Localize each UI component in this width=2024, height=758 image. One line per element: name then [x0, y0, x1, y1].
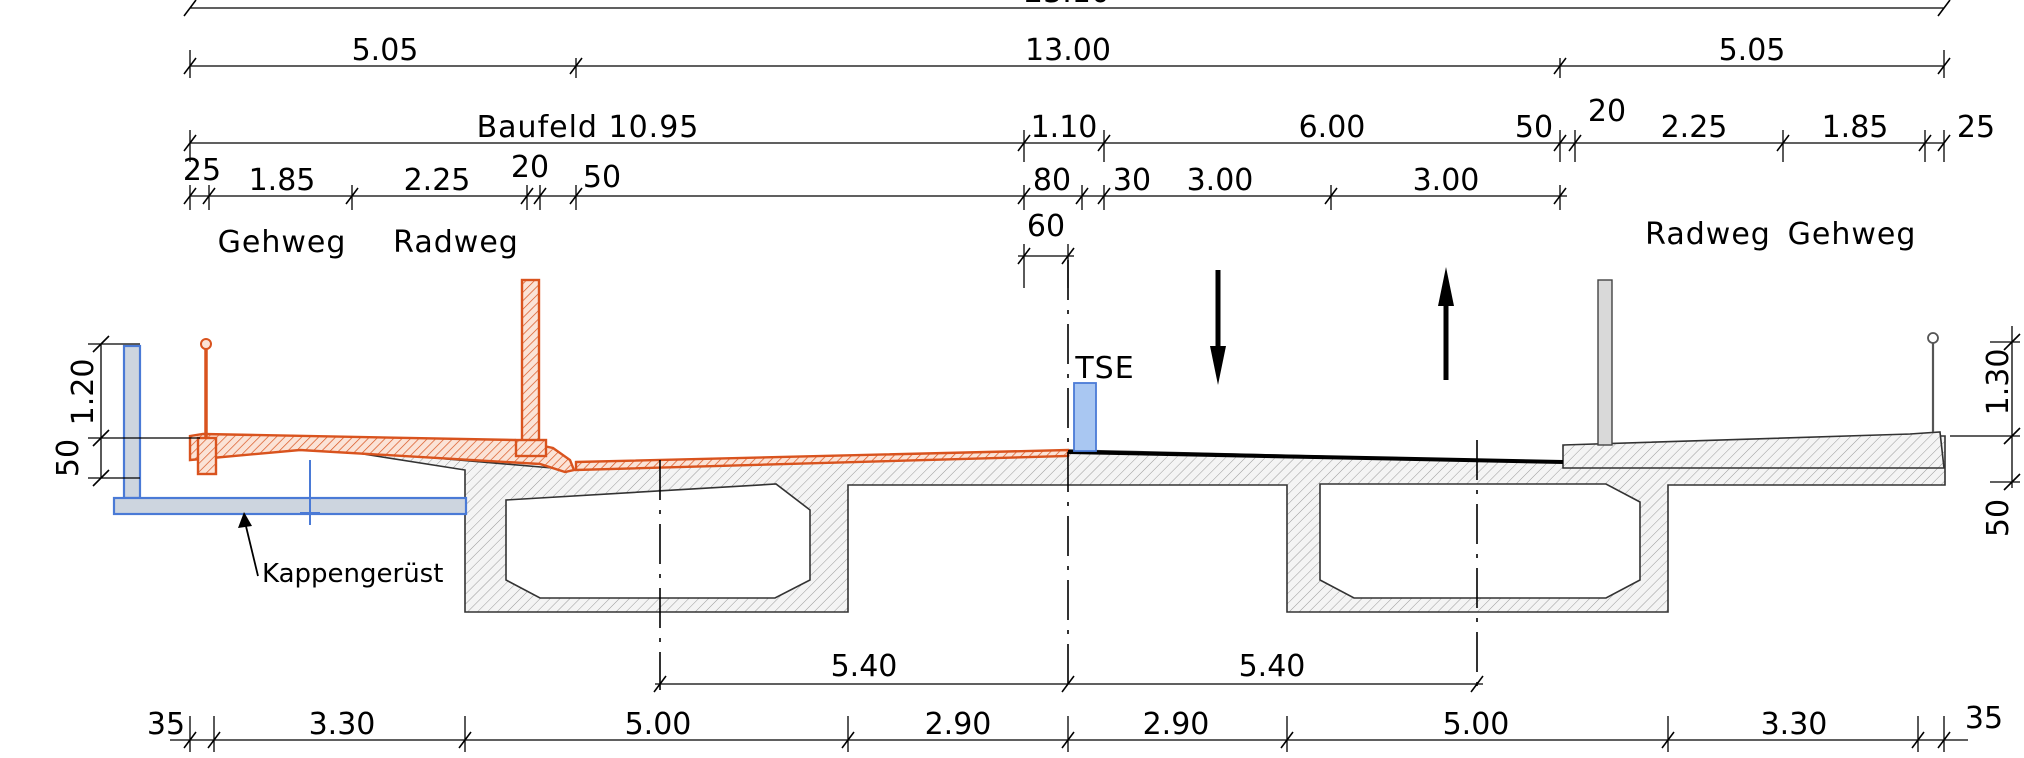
dim-bottom-center-left: 2.90 — [925, 707, 992, 742]
dimension-row-bottom: 35 3.30 5.00 2.90 2.90 5.00 3.30 35 — [147, 701, 2003, 752]
kappengeruest-leader — [238, 512, 259, 577]
dim-row1-left: 5.05 — [352, 33, 419, 68]
dim-median-total: 1.10 — [1031, 110, 1098, 145]
vertical-dimension-right: 1.30 50 — [1950, 326, 2021, 537]
arrow-up-icon — [1438, 267, 1454, 380]
dim-walkway-left: 1.85 — [249, 163, 316, 198]
dim-overall-total: 23.10 — [1024, 0, 1110, 10]
dimension-row-4: 60 — [1017, 209, 1075, 288]
dim-right-lower: 50 — [1981, 499, 2016, 537]
arrow-down-icon — [1210, 270, 1226, 385]
dim-left-upper: 1.20 — [66, 359, 101, 426]
dim-separator-right: 20 — [1588, 94, 1626, 129]
dim-bottom-edge-right: 35 — [1965, 701, 2003, 736]
dim-bottom-box-left: 5.00 — [625, 707, 692, 742]
dim-bottom-box-right: 5.00 — [1443, 707, 1510, 742]
box-cell-left — [505, 483, 811, 599]
dim-lane-2: 3.00 — [1413, 163, 1480, 198]
dimension-row-2: Baufeld 10.95 1.10 6.00 50 20 2.25 1.85 … — [183, 94, 1995, 162]
railing-right — [1597, 279, 1613, 446]
dim-girder-left: 5.40 — [831, 649, 898, 684]
dim-bottom-cantilever-right: 3.30 — [1761, 707, 1828, 742]
dim-tse-width: 60 — [1027, 209, 1065, 244]
dim-edge-right: 25 — [1957, 110, 1995, 145]
label-tse: TSE — [1074, 351, 1134, 386]
dim-right-upper: 1.30 — [1981, 349, 2016, 416]
dim-lane-1: 3.00 — [1187, 163, 1254, 198]
dim-girder-right: 5.40 — [1239, 649, 1306, 684]
dim-separator-left: 20 — [511, 150, 549, 185]
dim-left-lower: 50 — [51, 439, 86, 477]
label-kappengeruest: Kappengerüst — [262, 559, 443, 589]
kappengeruest-scaffold — [112, 344, 468, 525]
label-gehweg-left: Gehweg — [218, 225, 347, 260]
demolition-left-cap — [188, 278, 576, 476]
dimension-row-girders: 5.40 5.40 — [653, 649, 1484, 693]
label-radweg-left: Radweg — [393, 225, 519, 260]
dim-shoulder-right: 50 — [1515, 110, 1553, 145]
dim-row1-right: 5.05 — [1719, 33, 1786, 68]
tse-barrier — [1073, 382, 1097, 452]
label-radweg-right: Radweg — [1645, 217, 1771, 252]
dim-bottom-edge-left: 35 — [147, 707, 185, 742]
dim-median-30: 30 — [1113, 163, 1151, 198]
right-cap-existing — [1562, 279, 1945, 469]
dim-lanes-total: 6.00 — [1299, 110, 1366, 145]
railing-left-demolition — [520, 278, 541, 457]
dim-cycleway-right: 2.25 — [1661, 110, 1728, 145]
dim-walkway-right: 1.85 — [1822, 110, 1889, 145]
dim-edge-left: 25 — [183, 153, 221, 188]
dim-shoulder-left: 50 — [583, 160, 621, 195]
dimension-row-1: 5.05 13.00 5.05 — [183, 33, 1951, 78]
dimension-row-3: 25 1.85 2.25 20 50 80 30 3.00 3.00 — [183, 150, 1567, 210]
box-cell-right — [1319, 483, 1641, 599]
dim-cycleway-left: 2.25 — [404, 163, 471, 198]
vertical-dimension-left: 1.20 50 — [51, 335, 200, 487]
dim-median-80: 80 — [1033, 163, 1071, 198]
dim-bottom-center-right: 2.90 — [1143, 707, 1210, 742]
bridge-superstructure — [189, 435, 1946, 613]
dim-bottom-cantilever-left: 3.30 — [309, 707, 376, 742]
dim-row1-center: 13.00 — [1025, 33, 1111, 68]
dimension-row-overall: 23.10 — [183, 0, 1951, 17]
asphalt-right — [1067, 450, 1564, 464]
label-gehweg-right: Gehweg — [1788, 217, 1917, 252]
dim-baufeld: Baufeld 10.95 — [477, 110, 700, 145]
